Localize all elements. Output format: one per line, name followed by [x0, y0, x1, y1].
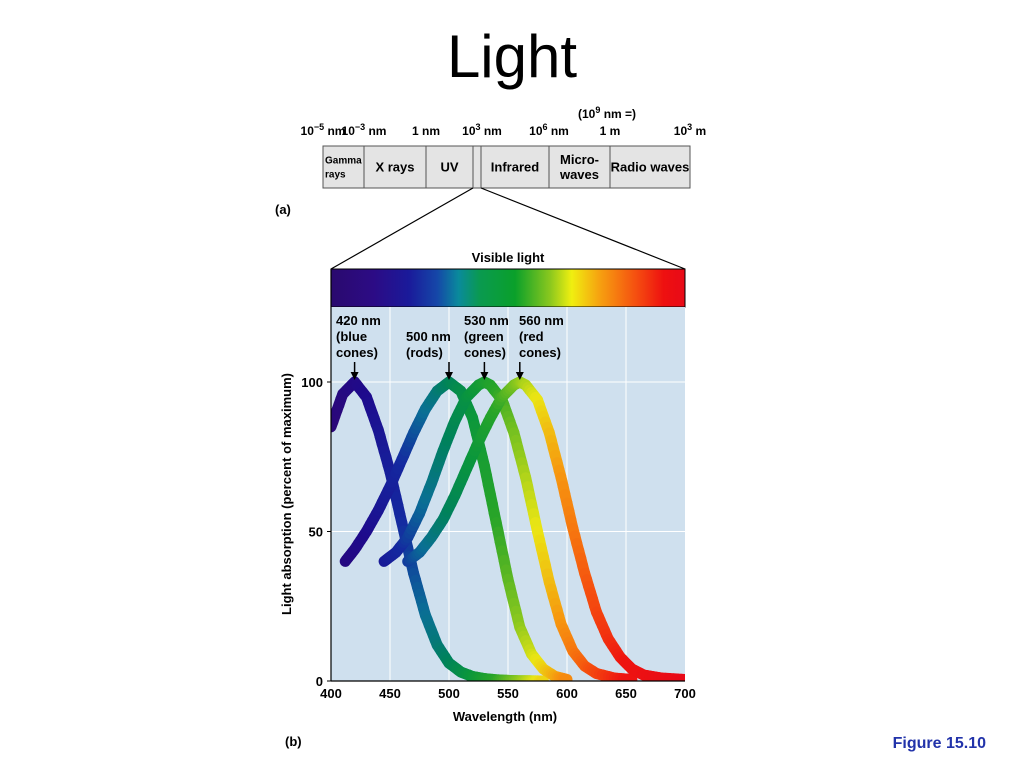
peak-annotation-line: 530 nm [464, 313, 509, 328]
x-tick-label: 450 [379, 686, 401, 701]
peak-annotation-line: (green [464, 329, 504, 344]
curve-segment [559, 673, 573, 681]
spectrum-band [609, 145, 691, 189]
peak-annotation-line: 560 nm [519, 313, 564, 328]
spectrum-band [363, 145, 427, 189]
axes: 400 450 500 550 600 650 700 0 50 100 [301, 269, 696, 701]
spectrum-bands: Gamma rays X rays UV Infrared Micro-waves Radi… [322, 145, 691, 189]
tick-unit: nm [324, 124, 345, 138]
panel-b-label: (b) [285, 734, 302, 749]
peak-annotation-line: (rods) [406, 345, 443, 360]
tick-exp: 3 [476, 122, 481, 132]
scale-note-tail: nm =) [600, 107, 636, 121]
peak-annotation-line: cones) [519, 345, 561, 360]
spectrum-tick-label: 106 nm [529, 122, 569, 138]
peak-annotation-line: cones) [464, 345, 506, 360]
spectrum-band-label: Infrared [491, 160, 539, 175]
spectrum-band [548, 145, 611, 189]
scale-note-exp: 9 [595, 105, 600, 115]
peak-annotation: 500 nm(rods) [406, 329, 453, 380]
tick-exp: −3 [355, 122, 365, 132]
peak-arrow-head [480, 372, 489, 380]
y-axis-label: Light absorption (percent of maximum) [279, 373, 294, 615]
tick-base: 1 m [600, 124, 621, 138]
spectrum-tick-label: 103 nm [462, 122, 502, 138]
spectrum-band-label: Micro- [560, 152, 599, 167]
panel-a-label: (a) [275, 202, 291, 217]
y-tick-label: 100 [301, 375, 323, 390]
spectrum-band-label: UV [440, 160, 458, 175]
peak-annotation-line: cones) [336, 345, 378, 360]
peak-annotation-line: (blue [336, 329, 367, 344]
visible-light-title: Visible light [472, 250, 545, 265]
tick-exp: 3 [687, 122, 692, 132]
spectrum-tick-label: 1 m [600, 124, 621, 138]
zoom-line-right [480, 187, 686, 270]
spectrum-band-label: waves [559, 167, 599, 182]
x-tick-label: 400 [320, 686, 342, 701]
tick-base: 10 [301, 124, 315, 138]
visible-light-band [330, 268, 686, 308]
tick-unit: nm [365, 124, 386, 138]
spectrum-tick-label: 1 nm [412, 124, 440, 138]
x-tick-label: 700 [674, 686, 696, 701]
tick-base: 10 [529, 124, 543, 138]
peak-arrow-head [350, 372, 359, 380]
scale-note: (109 nm =) [578, 105, 636, 121]
tick-base: 10 [342, 124, 356, 138]
tick-unit: m [692, 124, 706, 138]
peak-annotation-line: 500 nm [406, 329, 451, 344]
x-tick-label: 600 [556, 686, 578, 701]
spectrum-tick-label: 103 m [674, 122, 706, 138]
tick-exp: 6 [543, 122, 548, 132]
spectrum-tick-label: 10−3 nm [342, 122, 387, 138]
peak-annotation-line: 420 nm [336, 313, 381, 328]
curve-530 [378, 376, 638, 681]
spectrum-band-label: Gamma [325, 156, 362, 167]
tick-exp: −5 [314, 122, 324, 132]
figure-caption: Figure 15.10 [892, 735, 986, 752]
curve-560 [402, 376, 685, 681]
spectrum-band [322, 145, 365, 189]
spectrum-tick-label: 10−5 nm [301, 122, 346, 138]
x-tick-label: 500 [438, 686, 460, 701]
tick-base: 10 [462, 124, 476, 138]
tick-base: 10 [674, 124, 688, 138]
x-tick-label: 650 [615, 686, 637, 701]
peak-arrow-head [515, 372, 524, 380]
tick-unit: nm [548, 124, 569, 138]
spectrum-band-label: Radio waves [611, 160, 690, 175]
peak-arrow-head [445, 372, 453, 380]
tick-base: 1 nm [412, 124, 440, 138]
zoom-line-left [330, 187, 474, 270]
spectrum-band-label: rays [325, 170, 346, 181]
spectrum-band-label: X rays [375, 160, 414, 175]
scale-note-base: (10 [578, 107, 596, 121]
curve-500 [339, 376, 573, 681]
y-tick-label: 50 [309, 525, 323, 540]
y-tick-label: 0 [316, 674, 323, 689]
x-axis-label: Wavelength (nm) [453, 709, 557, 724]
tick-unit: nm [481, 124, 502, 138]
peak-annotation-line: (red [519, 329, 544, 344]
x-tick-label: 550 [497, 686, 519, 701]
slide-title: Light [446, 23, 578, 90]
spectrum-band [472, 145, 482, 189]
